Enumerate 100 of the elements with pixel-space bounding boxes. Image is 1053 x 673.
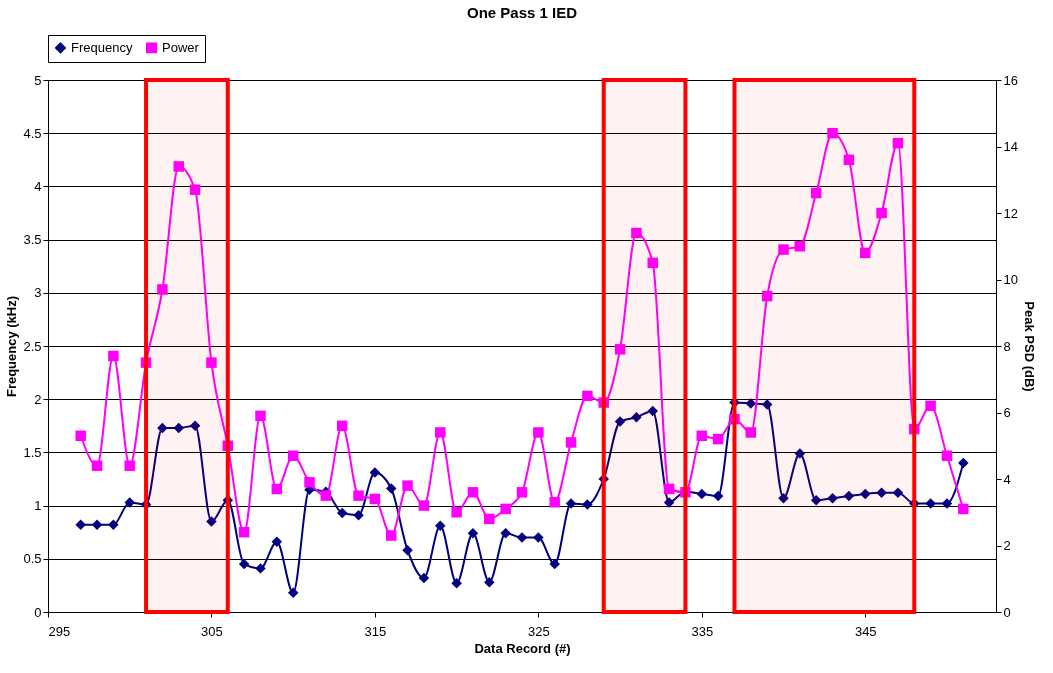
- point: [582, 390, 593, 402]
- y2-tick-label: 4: [1003, 471, 1011, 487]
- point: [761, 399, 773, 410]
- point: [663, 497, 675, 508]
- point: [876, 207, 887, 219]
- y2-tick-label: 8: [1003, 338, 1011, 354]
- legend-label: Power: [162, 39, 200, 55]
- point: [435, 520, 446, 532]
- point: [549, 497, 560, 508]
- point: [533, 532, 544, 543]
- x-tick-label: 345: [854, 623, 877, 639]
- point: [336, 420, 348, 432]
- point: [255, 563, 266, 574]
- y-tick-label: 1.5: [23, 444, 42, 460]
- point: [696, 488, 708, 500]
- point: [860, 488, 871, 500]
- point: [925, 498, 936, 509]
- point: [189, 420, 201, 432]
- point: [271, 483, 283, 495]
- point: [909, 498, 920, 509]
- x-tick-label: 295: [48, 623, 71, 639]
- point: [516, 487, 528, 498]
- point: [402, 480, 413, 491]
- point: [353, 509, 364, 521]
- point: [91, 460, 103, 471]
- point: [614, 344, 626, 355]
- point: [647, 257, 658, 269]
- point: [467, 528, 479, 539]
- x-tick-label: 315: [364, 623, 387, 639]
- point: [75, 430, 86, 442]
- point: [631, 412, 642, 423]
- point: [222, 440, 234, 451]
- point: [140, 357, 152, 368]
- point: [255, 410, 266, 422]
- point: [206, 516, 217, 527]
- y-tick-label: 4.5: [23, 125, 42, 141]
- point: [484, 576, 495, 588]
- point: [925, 400, 936, 412]
- point: [712, 490, 724, 502]
- x-axis-title: Data Record (#): [474, 640, 571, 656]
- point: [124, 460, 135, 471]
- point: [435, 427, 446, 438]
- point: [75, 519, 86, 530]
- point: [484, 513, 495, 525]
- point: [696, 430, 708, 442]
- point: [794, 241, 806, 252]
- point: [941, 498, 953, 509]
- point: [418, 572, 430, 584]
- point: [843, 154, 855, 166]
- point: [549, 558, 560, 570]
- point: [451, 507, 462, 518]
- y-tick-label: 0.5: [23, 551, 42, 567]
- point: [467, 487, 479, 498]
- point: [533, 427, 544, 438]
- y-axis-title: Frequency (kHz): [4, 295, 20, 398]
- point: [843, 490, 855, 502]
- point: [451, 578, 462, 589]
- point: [238, 558, 250, 570]
- point: [287, 450, 299, 461]
- point: [614, 416, 626, 427]
- point: [663, 483, 675, 495]
- point: [124, 497, 135, 508]
- y-tick-label: 4: [34, 178, 42, 194]
- point: [402, 545, 413, 556]
- point: [892, 487, 904, 499]
- point: [827, 492, 838, 504]
- point: [157, 422, 168, 434]
- y-tick-label: 3: [34, 285, 42, 301]
- point: [582, 499, 593, 510]
- point: [173, 161, 184, 172]
- point: [958, 457, 969, 469]
- point: [794, 448, 806, 459]
- y2-axis-title: Peak PSD (dB): [1021, 301, 1037, 392]
- point: [909, 423, 920, 435]
- point: [565, 437, 577, 448]
- point: [238, 526, 250, 538]
- point: [631, 227, 642, 239]
- y-tick-label: 2: [34, 391, 42, 407]
- point: [778, 492, 789, 504]
- point: [336, 507, 348, 519]
- x-tick-label: 335: [691, 623, 714, 639]
- y-tick-label: 5: [34, 72, 42, 88]
- y-tick-label: 1: [34, 498, 42, 514]
- y-tick-label: 0: [34, 604, 42, 620]
- point: [386, 483, 397, 494]
- point: [287, 587, 299, 599]
- point: [860, 247, 871, 259]
- y-tick-label: 2.5: [23, 338, 42, 354]
- point: [827, 127, 838, 139]
- point: [941, 450, 953, 461]
- y2-tick-label: 10: [1003, 272, 1018, 287]
- point: [810, 495, 822, 506]
- point: [353, 490, 364, 501]
- point: [598, 397, 609, 408]
- x-tick-label: 305: [201, 623, 223, 639]
- point: [729, 413, 740, 425]
- point: [304, 477, 315, 488]
- point: [320, 490, 332, 501]
- point: [271, 536, 283, 548]
- point: [647, 405, 658, 417]
